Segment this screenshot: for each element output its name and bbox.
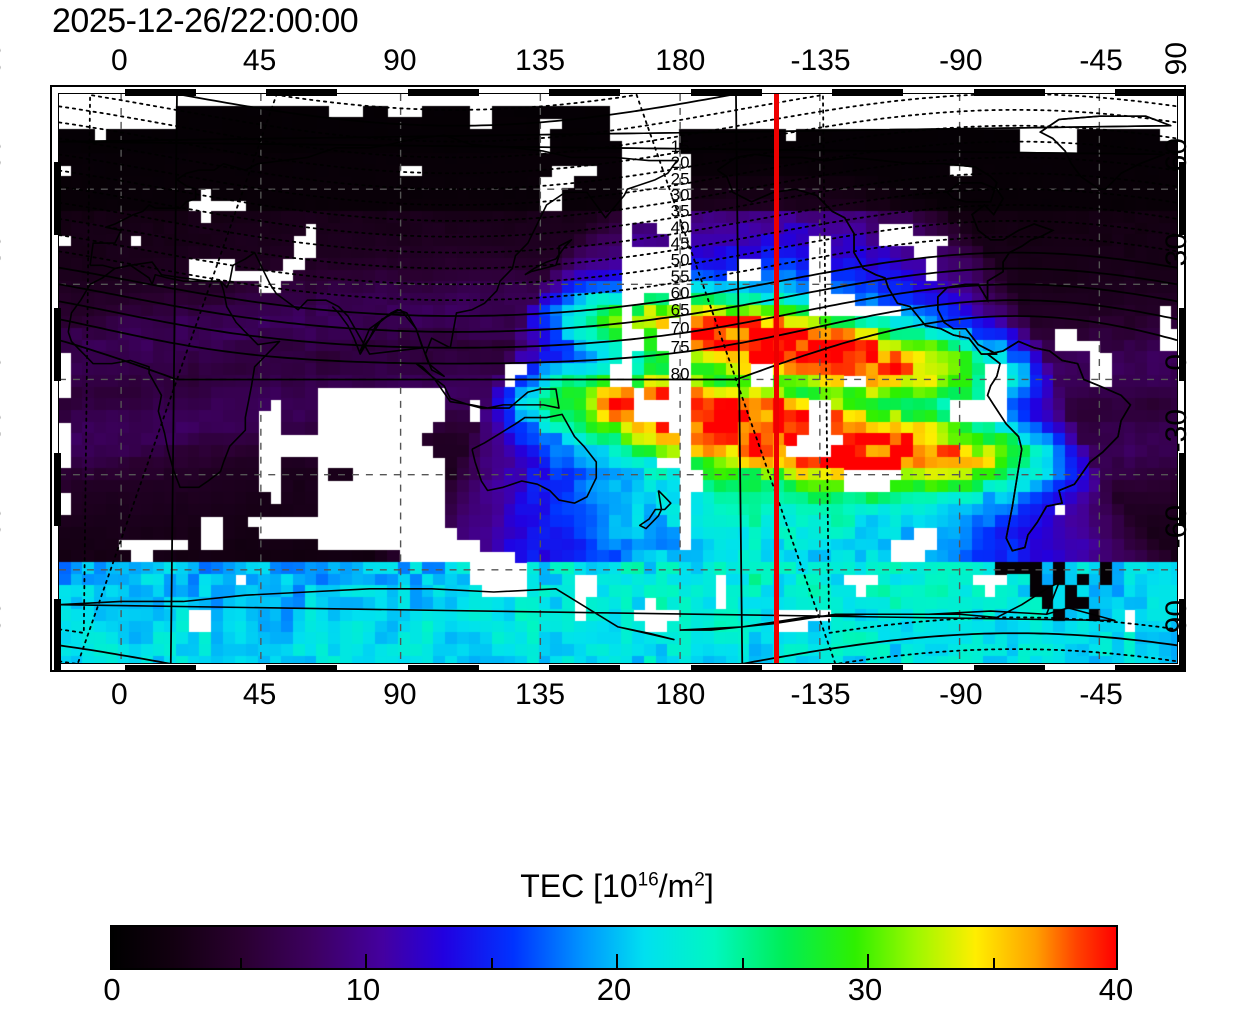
lat-tick-label-right: -90 [1160, 599, 1193, 644]
map-data-layer: 80 75 70 65 60 55 50 45 40 35 30 25 20 15 [59, 94, 1177, 663]
axis-band [973, 89, 1045, 96]
colorbar-tick [992, 958, 995, 968]
axis-band [832, 89, 903, 96]
axis-band [973, 665, 1045, 672]
axis-band [1179, 161, 1186, 235]
lon-tick-label-top: 90 [383, 44, 417, 77]
colorbar-tick [239, 958, 242, 968]
axis-band [549, 89, 620, 96]
axis-band [407, 665, 479, 672]
map-plot-frame: 80 75 70 65 60 55 50 45 40 35 30 25 20 15 [50, 85, 1186, 672]
axis-band [407, 89, 479, 96]
axis-band [54, 161, 61, 235]
lat-tick-label-left: -30 [0, 408, 7, 453]
colorbar-unit-close: ] [704, 868, 714, 904]
colorbar-tick-label: 30 [847, 972, 883, 1007]
lon-tick-label-bottom: 180 [655, 678, 706, 711]
lat-tick-label-right: -30 [1160, 408, 1193, 453]
axis-band [54, 453, 61, 527]
lon-tick-label-top: -45 [1079, 44, 1123, 77]
lon-tick-label-top: 180 [655, 44, 706, 77]
lat-tick-label-right: 0 [1160, 353, 1193, 371]
lat-tick-label-right: 30 [1160, 232, 1193, 267]
lon-tick-label-top: 0 [110, 44, 128, 77]
lon-tick-label-bottom: 45 [242, 678, 277, 711]
lon-tick-label-bottom: 90 [383, 678, 417, 711]
lat-tick-label-left: 90 [0, 41, 7, 76]
colorbar-gradient-box [110, 925, 1118, 970]
lat-tick-label-left: 0 [0, 353, 7, 371]
lat-tick-label-left: -60 [0, 504, 7, 548]
lon-tick-label-bottom: -135 [790, 678, 851, 711]
axis-band [1179, 599, 1186, 672]
colorbar-unit-exponent2: 2 [694, 869, 705, 891]
axis-band [266, 665, 337, 672]
colorbar-tick [741, 958, 744, 968]
axis-band [832, 665, 903, 672]
colorbar-tick [490, 958, 493, 968]
lat-tick-label-right: 90 [1160, 41, 1193, 76]
axis-band [54, 307, 61, 381]
lon-tick-label-bottom: 135 [515, 678, 566, 711]
axis-band [124, 89, 196, 96]
page-title: 2025-12-26/22:00:00 [52, 2, 359, 40]
tec-heatmap-canvas [59, 94, 1177, 663]
lon-tick-label-bottom: -45 [1079, 678, 1123, 711]
axis-band [54, 599, 61, 672]
colorbar-unit-mid: /m [658, 868, 695, 904]
axis-band [1179, 453, 1186, 527]
colorbar-tick-label: 10 [345, 972, 381, 1007]
colorbar-tick [365, 954, 367, 968]
axis-band [690, 665, 762, 672]
lat-tick-label-right: 60 [1160, 137, 1193, 171]
axis-band [1115, 89, 1186, 96]
colorbar-title: TEC [1016/m2] [520, 868, 714, 905]
colorbar-tick [867, 954, 869, 968]
lat-tick-label-left: -90 [0, 599, 7, 644]
colorbar-gradient [112, 927, 1116, 968]
lon-tick-label-top: 45 [242, 44, 277, 77]
axis-band [690, 89, 762, 96]
colorbar-tick-label: 20 [596, 972, 632, 1007]
axis-band [549, 665, 620, 672]
lat-tick-label-right: -60 [1160, 504, 1193, 548]
lat-tick-label-left: 60 [0, 137, 7, 171]
lon-tick-label-top: -90 [939, 44, 983, 77]
solar-terminator-line [773, 94, 779, 663]
axis-band [1115, 665, 1186, 672]
colorbar-unit-open: [10 [584, 868, 638, 904]
lon-tick-label-top: -135 [790, 44, 851, 77]
colorbar-tick-label: 0 [103, 972, 121, 1007]
map-inner-area: 80 75 70 65 60 55 50 45 40 35 30 25 20 15 [58, 93, 1178, 664]
lon-tick-label-bottom: 0 [110, 678, 128, 711]
lat-tick-label-left: 30 [0, 232, 7, 267]
colorbar-tick [616, 954, 618, 968]
lon-tick-label-bottom: -90 [939, 678, 983, 711]
colorbar-unit-exponent: 16 [637, 869, 659, 891]
axis-band [266, 89, 337, 96]
lon-tick-label-top: 135 [515, 44, 566, 77]
colorbar-title-main: TEC [520, 868, 585, 904]
colorbar [110, 925, 1118, 970]
axis-band [124, 665, 196, 672]
axis-band [1179, 307, 1186, 381]
colorbar-tick-label: 40 [1098, 972, 1134, 1007]
